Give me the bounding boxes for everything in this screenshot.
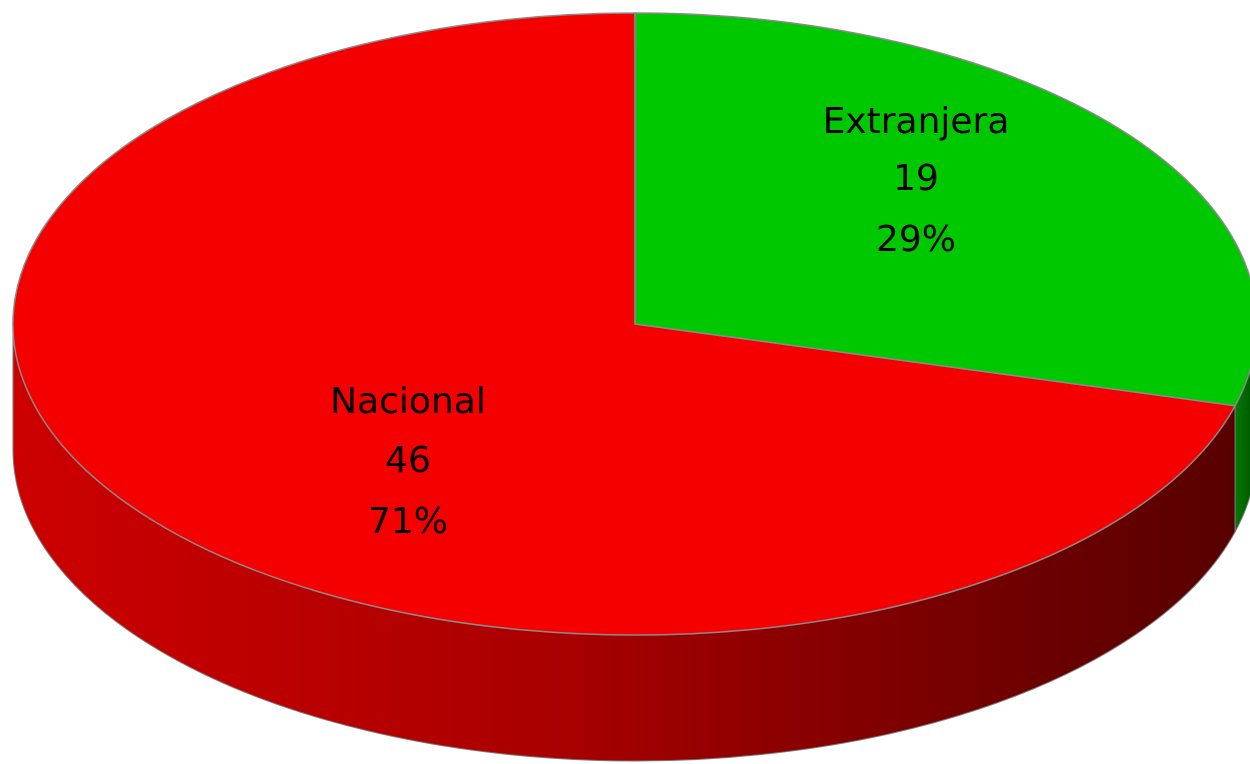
slice-label-nacional-percent: 71% xyxy=(368,501,448,542)
slice-nacional[interactable] xyxy=(12,12,1237,636)
slice-label-nacional-value: 46 xyxy=(385,440,431,481)
slice-label-nacional-name: Nacional xyxy=(330,381,486,422)
slice-side-extranjera xyxy=(1234,368,1250,532)
slice-label-extranjera-name: Extranjera xyxy=(823,101,1010,142)
slice-label-extranjera-value: 19 xyxy=(893,158,939,199)
slice-label-extranjera-percent: 29% xyxy=(876,219,956,260)
slice-extranjera[interactable] xyxy=(634,12,1250,407)
